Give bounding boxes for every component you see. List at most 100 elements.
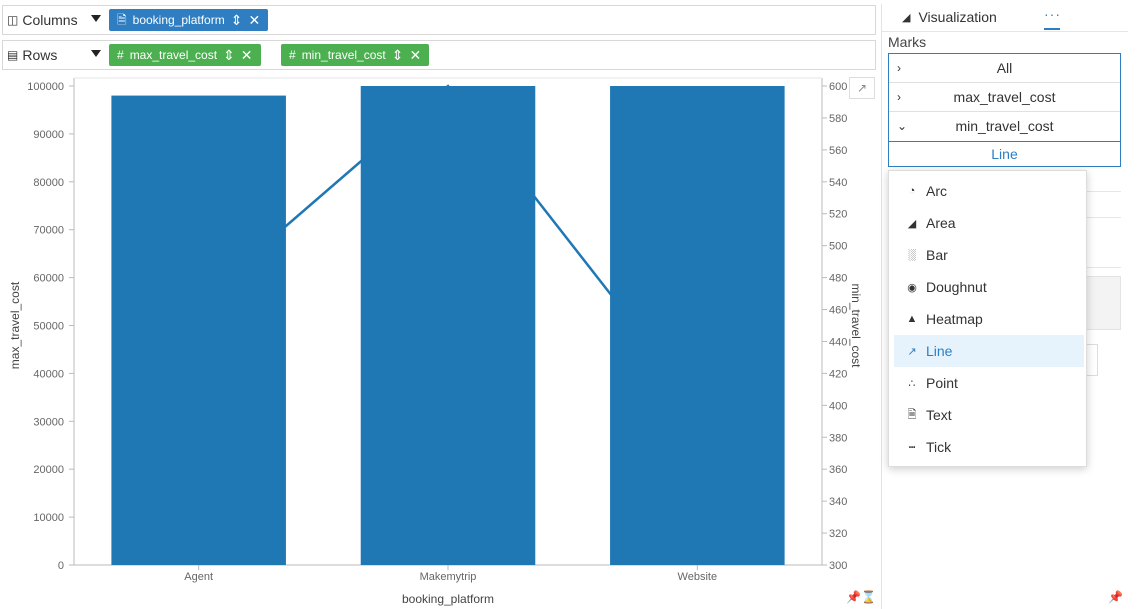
y-right-tick-label: 540 bbox=[829, 177, 847, 189]
marks-row-label: All bbox=[996, 60, 1013, 76]
y-left-axis-title: max_travel_cost bbox=[8, 281, 22, 369]
chevron-down-icon: ⌄ bbox=[897, 119, 908, 133]
chart-type-button[interactable]: ↗ bbox=[849, 77, 875, 99]
rows-shelf-label: ▤ Rows bbox=[7, 41, 57, 69]
text-icon: 🗎 bbox=[907, 408, 917, 421]
hash-icon: # bbox=[117, 48, 124, 62]
area-icon: ◢ bbox=[907, 217, 917, 230]
y-right-tick-label: 520 bbox=[829, 209, 847, 221]
y-left-tick-label: 100000 bbox=[27, 81, 64, 93]
y-right-tick-label: 500 bbox=[829, 241, 847, 253]
pin-icon[interactable]: 📌 bbox=[846, 590, 861, 604]
x-axis-title: booking_platform bbox=[402, 592, 494, 606]
remove-icon[interactable]: ✕ bbox=[248, 12, 261, 28]
bar-icon: ░ bbox=[908, 249, 916, 261]
marks-row-min-travel-cost[interactable]: ⌄ min_travel_cost bbox=[889, 112, 1120, 141]
trend-line-icon: ↗ bbox=[856, 81, 868, 95]
sort-icon[interactable]: ⇕ bbox=[230, 12, 243, 28]
bar-website bbox=[610, 86, 785, 565]
marks-list: › All › max_travel_cost ⌄ min_travel_cos… bbox=[888, 53, 1121, 142]
pill-min-travel-cost[interactable]: # min_travel_cost ⇕ ✕ bbox=[281, 44, 430, 66]
y-left-tick-label: 10000 bbox=[33, 512, 64, 524]
y-left-tick-label: 40000 bbox=[33, 368, 64, 380]
menu-item-label: Bar bbox=[926, 247, 948, 263]
x-tick-label: Makemytrip bbox=[420, 571, 477, 583]
marks-row-max-travel-cost[interactable]: › max_travel_cost bbox=[889, 83, 1120, 112]
area-chart-icon: ◢ bbox=[902, 11, 911, 24]
marks-row-label: max_travel_cost bbox=[953, 89, 1056, 105]
hourglass-icon: ⌛ bbox=[861, 590, 876, 604]
y-right-tick-label: 320 bbox=[829, 528, 847, 540]
pill-max-travel-cost[interactable]: # max_travel_cost ⇕ ✕ bbox=[109, 44, 261, 66]
menu-item-tick[interactable]: ┅ Tick bbox=[894, 431, 1084, 463]
rows-dropdown-caret[interactable] bbox=[91, 50, 101, 57]
chevron-right-icon: › bbox=[897, 61, 901, 75]
chevron-right-icon: › bbox=[897, 90, 901, 104]
y-right-tick-label: 560 bbox=[829, 145, 847, 157]
pill-booking-platform[interactable]: 🗎 booking_platform ⇕ ✕ bbox=[109, 9, 269, 31]
tab-visualization-label: Visualization bbox=[918, 9, 997, 25]
menu-item-label: Point bbox=[926, 375, 958, 391]
pill-label: min_travel_cost bbox=[301, 48, 386, 62]
y-right-tick-label: 420 bbox=[829, 368, 847, 380]
hash-icon: # bbox=[289, 48, 296, 62]
tab-more[interactable]: ··· bbox=[1044, 6, 1060, 30]
sort-icon[interactable]: ⇕ bbox=[391, 47, 404, 63]
remove-icon[interactable]: ✕ bbox=[240, 47, 253, 63]
menu-item-area[interactable]: ◢ Area bbox=[894, 207, 1084, 239]
panel-input[interactable] bbox=[1082, 344, 1098, 376]
y-left-tick-label: 60000 bbox=[33, 273, 64, 285]
y-left-tick-label: 30000 bbox=[33, 416, 64, 428]
menu-item-label: Heatmap bbox=[926, 311, 983, 327]
menu-item-label: Line bbox=[926, 343, 953, 359]
marks-label: Marks bbox=[888, 34, 927, 50]
doughnut-icon: ◉ bbox=[907, 281, 917, 294]
columns-shelf-label: ◫ Columns bbox=[7, 6, 78, 34]
bar-makemytrip bbox=[360, 86, 536, 565]
y-left-tick-label: 20000 bbox=[33, 464, 64, 476]
menu-item-label: Area bbox=[926, 215, 956, 231]
y-right-tick-label: 400 bbox=[829, 400, 847, 412]
marks-row-all[interactable]: › All bbox=[889, 54, 1120, 83]
menu-item-point[interactable]: ∴ Point bbox=[894, 367, 1084, 399]
tick-icon: ┅ bbox=[908, 441, 916, 454]
chart-area: 0 10000 20000 30000 40000 50000 60000 70000 8000… bbox=[0, 74, 878, 609]
rows-label-text: Rows bbox=[22, 47, 58, 63]
y-left-tick-label: 80000 bbox=[33, 177, 64, 189]
y-left-tick-label: 70000 bbox=[33, 225, 64, 237]
sort-icon[interactable]: ⇕ bbox=[223, 47, 235, 63]
rows-icon: ▤ bbox=[7, 48, 19, 62]
y-left-tick-label: 90000 bbox=[33, 129, 64, 141]
rows-shelf: ▤ Rows # max_travel_cost ⇕ ✕ # min_trave… bbox=[2, 40, 876, 70]
columns-shelf: ◫ Columns 🗎 booking_platform ⇕ ✕ bbox=[2, 5, 876, 35]
columns-dropdown-caret[interactable] bbox=[91, 15, 101, 22]
menu-item-label: Tick bbox=[926, 439, 952, 455]
mark-type-select[interactable]: Line bbox=[888, 141, 1121, 167]
menu-item-text[interactable]: 🗎 Text bbox=[894, 399, 1084, 431]
y-right-tick-label: 440 bbox=[829, 336, 847, 348]
mark-type-dropdown: ◔ Arc ◢ Area ░ Bar ◉ Doughnut ▲ Heatmap … bbox=[888, 170, 1087, 467]
columns-label-text: Columns bbox=[22, 12, 78, 28]
y-right-tick-label: 360 bbox=[829, 464, 847, 476]
document-icon: 🗎 bbox=[117, 13, 127, 27]
y-right-tick-label: 480 bbox=[829, 273, 847, 285]
y-left-tick-label: 0 bbox=[58, 560, 64, 572]
line-min-travel-cost bbox=[197, 84, 699, 407]
point-icon: ∴ bbox=[908, 377, 916, 390]
tab-visualization[interactable]: ◢ Visualization bbox=[902, 9, 997, 25]
y-right-axis-title: min_travel_cost bbox=[849, 283, 863, 368]
remove-icon[interactable]: ✕ bbox=[409, 47, 422, 63]
columns-icon: ◫ bbox=[7, 13, 19, 27]
bar-agent bbox=[111, 95, 286, 565]
menu-item-line[interactable]: ↗ Line bbox=[894, 335, 1084, 367]
y-right-tick-label: 300 bbox=[829, 560, 847, 572]
marks-row-label: min_travel_cost bbox=[955, 118, 1054, 134]
y-left-tick-label: 50000 bbox=[33, 321, 64, 333]
menu-item-arc[interactable]: ◔ Arc bbox=[894, 175, 1084, 207]
arc-icon: ◔ bbox=[908, 185, 916, 197]
pin-icon[interactable]: 📌 bbox=[1108, 590, 1123, 604]
menu-item-bar[interactable]: ░ Bar bbox=[894, 239, 1084, 271]
menu-item-heatmap[interactable]: ▲ Heatmap bbox=[894, 303, 1084, 335]
menu-item-doughnut[interactable]: ◉ Doughnut bbox=[894, 271, 1084, 303]
y-right-tick-label: 460 bbox=[829, 305, 847, 317]
